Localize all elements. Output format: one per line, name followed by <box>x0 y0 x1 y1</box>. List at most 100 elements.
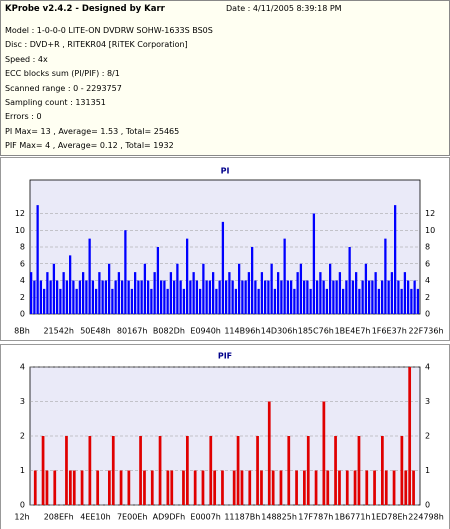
bar <box>147 280 150 314</box>
bar <box>392 470 396 505</box>
bar <box>260 272 264 314</box>
bar <box>283 238 286 314</box>
bar <box>153 272 156 314</box>
bar <box>95 288 98 314</box>
y-tick-label: 1 <box>20 466 25 475</box>
y-tick-label: 12 <box>15 209 25 218</box>
bar <box>88 238 91 314</box>
bar <box>43 288 46 314</box>
bar <box>270 263 273 314</box>
bar <box>273 288 277 314</box>
bar <box>202 263 205 314</box>
bar <box>130 288 134 314</box>
info-line: ECC blocks sum (PI/PIF) : 8/1 <box>5 69 120 79</box>
y-tick-label: 8 <box>20 243 25 252</box>
x-tick-label: 21542h <box>43 327 74 336</box>
x-tick-label: 50E48h <box>80 327 110 336</box>
y-tick-label-right: 0 <box>425 501 430 510</box>
bar <box>260 470 263 505</box>
y-tick-label: 3 <box>20 397 25 406</box>
bar <box>314 470 318 505</box>
bar <box>247 272 251 314</box>
bar <box>45 470 49 505</box>
bar <box>192 272 195 314</box>
bar <box>78 280 82 314</box>
bar <box>345 470 349 505</box>
x-tick-label: 208EFh <box>44 513 74 522</box>
bar <box>338 272 342 314</box>
bar <box>240 470 244 505</box>
bar <box>65 280 69 314</box>
bar <box>413 280 416 314</box>
bar <box>65 436 68 505</box>
bar <box>332 280 335 314</box>
bar <box>306 436 310 505</box>
bar <box>348 247 351 314</box>
bar <box>80 470 84 505</box>
bar <box>156 247 160 314</box>
bar <box>416 288 420 314</box>
y-tick-label-right: 8 <box>425 243 430 252</box>
bar <box>41 436 45 505</box>
bar <box>403 272 407 314</box>
bar <box>326 470 330 505</box>
app-title: KProbe v2.4.2 - Designed by Karr <box>5 4 165 14</box>
bar <box>137 280 140 314</box>
bar <box>205 280 208 314</box>
bar <box>280 280 283 314</box>
bar <box>251 247 254 314</box>
bar <box>319 272 322 314</box>
bar <box>143 470 146 505</box>
bar <box>179 280 182 314</box>
x-tick-label: 80167h <box>117 327 148 336</box>
bar <box>303 470 306 505</box>
bar <box>234 288 238 314</box>
bar <box>208 280 212 314</box>
bar <box>371 280 374 314</box>
bar <box>390 272 394 314</box>
info-line: PIF Max= 4 , Average= 0.12 , Total= 1932 <box>5 141 174 151</box>
x-tick-label: B082Dh <box>153 327 185 336</box>
bar <box>267 280 270 314</box>
x-tick-label: 12h <box>14 513 29 522</box>
bar <box>189 280 192 314</box>
bar <box>361 280 364 314</box>
bar <box>98 272 101 314</box>
y-tick-label: 2 <box>20 293 25 302</box>
bar <box>303 280 306 314</box>
bar <box>127 280 130 314</box>
bar <box>213 470 217 505</box>
bar <box>248 470 252 505</box>
bar <box>377 288 381 314</box>
x-tick-label: 14D306h <box>261 327 298 336</box>
bar <box>368 280 371 314</box>
bar <box>166 470 170 505</box>
bar <box>365 470 369 505</box>
bar <box>46 272 49 314</box>
bar <box>121 280 124 314</box>
bar <box>373 470 376 505</box>
bar <box>127 470 131 505</box>
bar <box>134 272 137 314</box>
y-tick-label: 10 <box>15 226 25 235</box>
bar <box>299 263 303 314</box>
bar <box>295 470 298 505</box>
bar <box>36 205 39 314</box>
info-line: Errors : 0 <box>5 112 42 122</box>
x-tick-label: 17F787h <box>298 513 333 522</box>
info-line: Sampling count : 131351 <box>5 98 106 107</box>
y-tick-label-right: 0 <box>425 310 430 319</box>
x-tick-label: 114B96h <box>224 327 260 336</box>
bar <box>228 272 231 314</box>
bar <box>33 280 36 314</box>
bar <box>30 272 33 314</box>
bar <box>397 280 400 314</box>
bar <box>88 436 92 505</box>
bar <box>322 401 326 505</box>
bar <box>400 288 403 314</box>
bar <box>33 470 37 505</box>
bar <box>335 280 338 314</box>
bar <box>52 263 56 314</box>
bar <box>322 280 325 314</box>
bar <box>212 272 215 314</box>
